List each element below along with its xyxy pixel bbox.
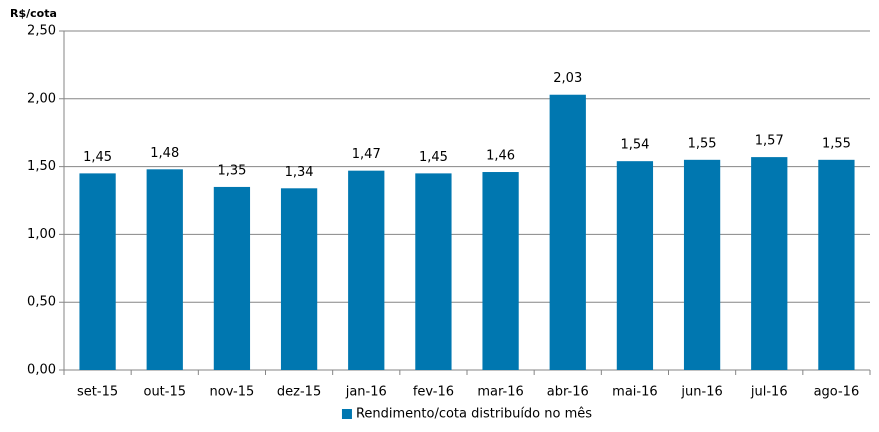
- y-tick-label: 1,00: [27, 227, 56, 242]
- value-label: 1,45: [419, 150, 448, 165]
- value-label: 1,35: [217, 163, 246, 178]
- value-label: 1,48: [150, 146, 179, 161]
- y-tick-label: 2,50: [27, 24, 56, 39]
- bar: [348, 170, 385, 370]
- bar: [616, 161, 654, 370]
- bar: [549, 94, 586, 371]
- x-tick-label: set-15: [77, 385, 118, 400]
- value-label: 1,34: [285, 165, 314, 180]
- y-tick-label: 0,00: [27, 363, 56, 378]
- y-tick-label: 2,00: [27, 91, 56, 106]
- value-label: 1,57: [755, 134, 784, 149]
- value-label: 2,03: [553, 71, 582, 86]
- bar: [79, 173, 116, 370]
- bar: [751, 157, 788, 370]
- bar: [683, 159, 721, 370]
- x-tick-label: dez-15: [277, 385, 321, 400]
- x-tick-label: mai-16: [612, 385, 657, 400]
- x-tick-label: out-15: [143, 385, 186, 400]
- bar: [415, 173, 452, 370]
- x-tick-label: jul-16: [750, 385, 788, 400]
- value-label: 1,45: [83, 150, 112, 165]
- bar: [482, 172, 519, 370]
- y-tick-label: 1,50: [27, 159, 56, 174]
- bar: [280, 188, 318, 370]
- bar: [213, 186, 251, 370]
- value-label: 1,46: [486, 149, 515, 164]
- x-tick-label: ago-16: [814, 385, 860, 400]
- value-label: 1,47: [352, 147, 381, 162]
- value-label: 1,55: [822, 136, 851, 151]
- x-tick-label: nov-15: [210, 385, 255, 400]
- value-label: 1,55: [688, 136, 717, 151]
- legend-label: Rendimento/cota distribuído no mês: [356, 407, 592, 422]
- legend-swatch: [341, 409, 352, 419]
- y-tick-label: 0,50: [27, 295, 56, 310]
- x-tick-label: fev-16: [413, 385, 454, 400]
- x-tick-label: jun-16: [680, 385, 722, 400]
- x-tick-label: mar-16: [477, 385, 523, 400]
- y-axis-label: R$/cota: [10, 7, 57, 20]
- value-label: 1,54: [620, 138, 649, 153]
- bar: [146, 169, 183, 370]
- x-tick-label: jan-16: [345, 385, 387, 400]
- x-tick-label: abr-16: [547, 385, 589, 400]
- bar: [818, 159, 855, 370]
